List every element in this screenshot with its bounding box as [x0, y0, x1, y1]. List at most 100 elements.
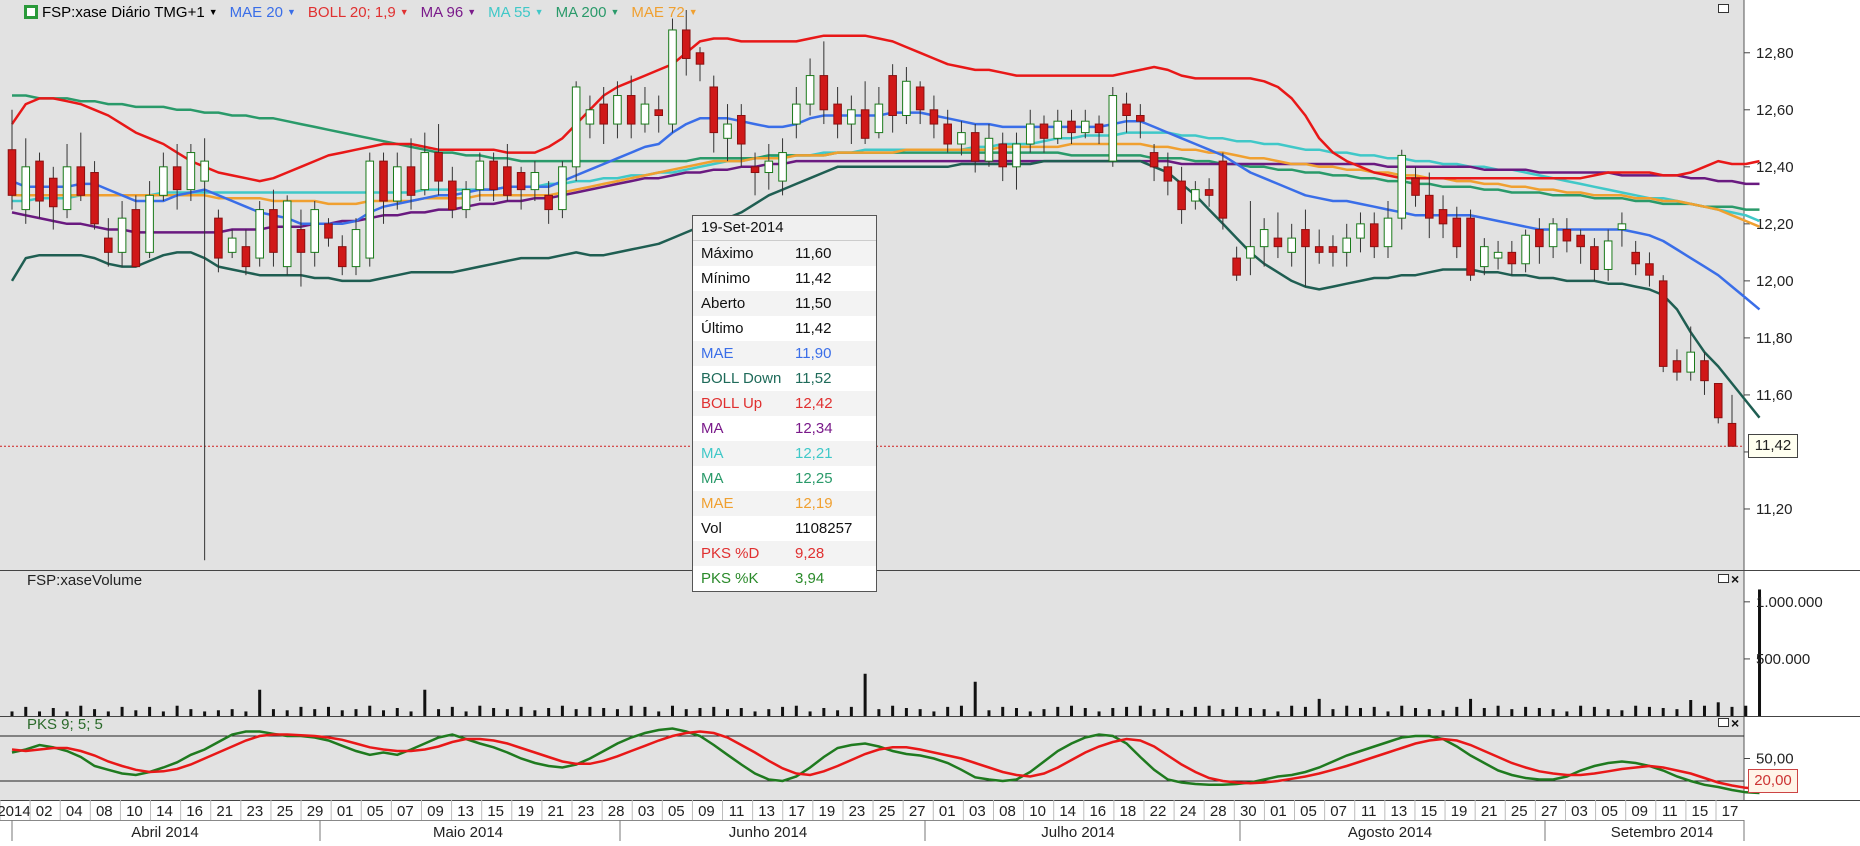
- candle-body: [1535, 229, 1544, 248]
- candle-body: [902, 80, 911, 116]
- tooltip-row-value: 12,34: [795, 420, 833, 437]
- data-tooltip: 19-Set-2014 Máximo 11,60 Mínimo 11,42 Aberto…: [692, 215, 877, 592]
- volume-bar: [271, 709, 275, 716]
- volume-bar: [299, 706, 303, 716]
- tooltip-row-value: 11,90: [795, 345, 832, 362]
- day-label: 13: [1390, 803, 1407, 820]
- volume-bar: [602, 708, 606, 716]
- day-label: 01: [939, 803, 956, 820]
- volume-panel-close-button[interactable]: ×: [1731, 571, 1740, 587]
- symbol-label[interactable]: FSP:xase Diário TMG+1: [42, 3, 205, 21]
- symbol-caret-icon[interactable]: ▼: [208, 7, 218, 17]
- volume-bar: [1193, 706, 1197, 716]
- day-label: 28: [608, 803, 625, 820]
- legend-item-4[interactable]: MA 200 ▼: [556, 4, 620, 21]
- volume-bar: [712, 706, 716, 716]
- candle-body: [1232, 257, 1241, 276]
- candle-body: [406, 166, 416, 196]
- legend-item-label: MAE 72: [631, 3, 685, 21]
- tooltip-row: Máximo 11,60: [693, 241, 876, 266]
- candle-body: [1149, 152, 1159, 168]
- candle-body: [131, 209, 141, 268]
- legend-caret-icon[interactable]: ▼: [688, 7, 698, 17]
- candle-body: [654, 109, 664, 116]
- candle-body: [668, 29, 677, 125]
- volume-bar: [230, 709, 234, 716]
- candle-body: [35, 160, 44, 202]
- price-tick-label: 12,20: [1756, 216, 1794, 233]
- tooltip-row: MAE 12,19: [693, 491, 876, 516]
- candle-body: [1094, 123, 1104, 134]
- legend-caret-icon[interactable]: ▼: [610, 7, 620, 17]
- candle-body: [434, 152, 443, 182]
- volume-bar: [106, 711, 110, 716]
- candle-body: [282, 200, 292, 268]
- volume-bar: [808, 711, 812, 716]
- price-panel-maximize-button[interactable]: [1718, 4, 1729, 13]
- volume-bar: [437, 709, 441, 716]
- candle-body: [1713, 383, 1723, 419]
- legend-item-1[interactable]: BOLL 20; 1,9 ▼: [308, 4, 409, 21]
- volume-bar: [891, 705, 895, 716]
- candle-body: [929, 109, 939, 125]
- candle-body: [1067, 120, 1076, 134]
- volume-bar: [1730, 706, 1734, 716]
- volume-bar: [698, 708, 702, 716]
- legend-caret-icon[interactable]: ▼: [467, 7, 477, 17]
- volume-bar: [395, 708, 399, 716]
- candle-body: [1080, 120, 1090, 134]
- candle-body: [1025, 123, 1035, 145]
- candle-body: [915, 86, 925, 111]
- stoch-panel-bg: [0, 717, 1744, 800]
- volume-bar: [285, 710, 289, 716]
- candle-body: [1301, 229, 1310, 248]
- day-label: 08: [999, 803, 1016, 820]
- legend-item-3[interactable]: MA 55 ▼: [488, 4, 543, 21]
- day-label: 03: [969, 803, 986, 820]
- volume-bar: [1083, 708, 1087, 716]
- day-label: 05: [1601, 803, 1618, 820]
- legend-item-5[interactable]: MAE 72 ▼: [631, 4, 697, 21]
- volume-bar: [1372, 706, 1376, 716]
- volume-bar: [10, 711, 14, 716]
- volume-bar: [1537, 708, 1541, 716]
- tooltip-row-value: 11,42: [795, 270, 832, 287]
- legend-item-0[interactable]: MAE 20 ▼: [230, 4, 296, 21]
- day-label: 24: [1180, 803, 1197, 820]
- legend-item-label: BOLL 20; 1,9: [307, 3, 396, 21]
- tooltip-row: BOLL Down 11,52: [693, 366, 876, 391]
- tooltip-row-label: Máximo: [701, 245, 754, 262]
- day-label: 25: [879, 803, 896, 820]
- tooltip-row: Vol 1108257: [693, 516, 876, 541]
- volume-bar: [79, 705, 83, 716]
- tooltip-row: Aberto 11,50: [693, 291, 876, 316]
- tooltip-date: 19-Set-2014: [693, 216, 876, 241]
- stoch-panel-close-button[interactable]: ×: [1731, 715, 1740, 731]
- candle-body: [1039, 123, 1049, 139]
- legend-caret-icon[interactable]: ▼: [534, 7, 544, 17]
- volume-bar: [382, 710, 386, 716]
- legend-item-2[interactable]: MA 96 ▼: [421, 4, 476, 21]
- day-label: 14: [156, 803, 173, 820]
- volume-panel-maximize-button[interactable]: [1718, 574, 1729, 583]
- candle-body: [200, 160, 209, 182]
- volume-bar: [1070, 705, 1074, 716]
- volume-bar: [1551, 709, 1555, 716]
- candle-body: [48, 177, 58, 208]
- candle-body: [1218, 160, 1228, 219]
- candle-body: [805, 75, 815, 105]
- volume-bar: [560, 705, 564, 716]
- volume-bar: [326, 706, 330, 716]
- stoch-panel-maximize-button[interactable]: [1718, 718, 1729, 727]
- legend-caret-icon[interactable]: ▼: [286, 7, 296, 17]
- day-label: 25: [1511, 803, 1528, 820]
- tooltip-row-value: 11,60: [795, 245, 832, 262]
- legend-caret-icon[interactable]: ▼: [399, 7, 409, 17]
- candle-body: [888, 75, 897, 116]
- candle-body: [970, 132, 980, 162]
- candle-body: [62, 166, 72, 211]
- indicator-legend-list: MAE 20 ▼ BOLL 20; 1,9 ▼ MA 96 ▼ MA 55 ▼ MA 200 ▼ M…: [218, 4, 698, 21]
- day-label: 11: [1361, 803, 1377, 820]
- volume-bar: [313, 709, 317, 716]
- candle-body: [544, 194, 553, 211]
